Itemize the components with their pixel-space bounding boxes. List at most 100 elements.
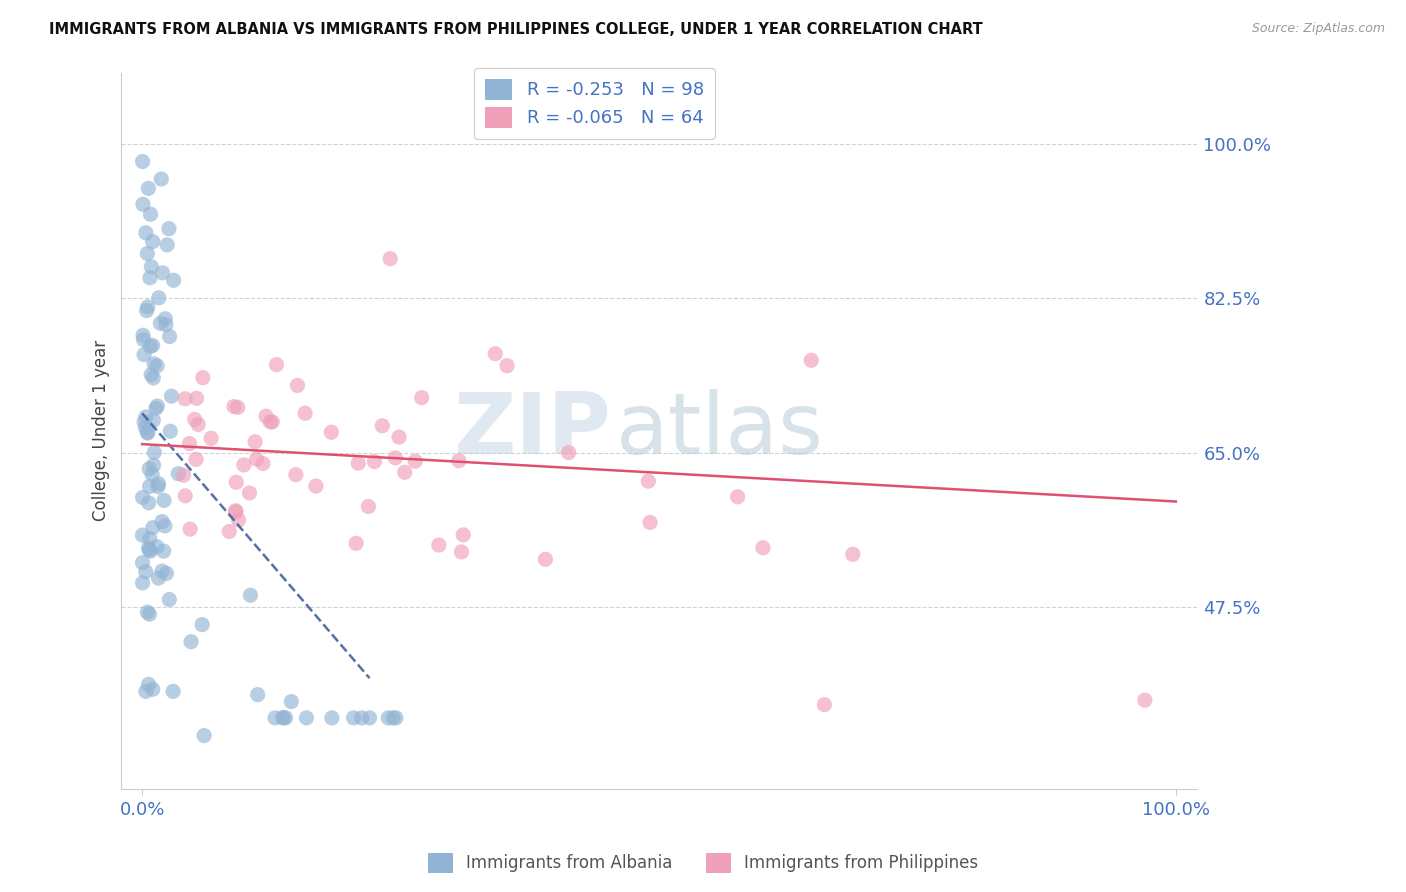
Point — [138, 607, 160, 622]
Point — [141, 368, 163, 382]
Point — [160, 389, 183, 403]
Text: IMMIGRANTS FROM ALBANIA VS IMMIGRANTS FROM PHILIPPINES COLLEGE, UNDER 1 YEAR COR: IMMIGRANTS FROM ALBANIA VS IMMIGRANTS FR… — [49, 22, 983, 37]
Point — [1133, 693, 1156, 707]
Point — [136, 425, 159, 439]
Point — [152, 544, 174, 558]
Point — [142, 682, 165, 697]
Point — [146, 480, 169, 494]
Point — [357, 500, 380, 514]
Point — [363, 454, 385, 468]
Point — [150, 172, 173, 186]
Point — [139, 270, 162, 285]
Point — [131, 575, 153, 590]
Point — [131, 491, 153, 505]
Point — [451, 528, 474, 542]
Point — [138, 479, 160, 493]
Point — [450, 545, 472, 559]
Point — [146, 359, 169, 373]
Point — [153, 493, 176, 508]
Point — [347, 456, 370, 470]
Point — [131, 154, 153, 169]
Point — [273, 710, 295, 724]
Point — [138, 677, 160, 691]
Point — [252, 457, 274, 471]
Point — [638, 516, 661, 530]
Point — [284, 467, 307, 482]
Point — [138, 496, 160, 510]
Point — [184, 452, 207, 467]
Point — [142, 521, 165, 535]
Point — [271, 711, 294, 725]
Point — [156, 238, 179, 252]
Point — [388, 430, 411, 444]
Point — [239, 588, 262, 602]
Point — [143, 445, 166, 459]
Point — [187, 417, 209, 432]
Point — [138, 541, 160, 555]
Point — [141, 467, 163, 482]
Point — [295, 711, 318, 725]
Text: ZIP: ZIP — [453, 390, 610, 473]
Point — [155, 311, 177, 326]
Point — [246, 688, 269, 702]
Point — [534, 552, 557, 566]
Point — [427, 538, 450, 552]
Point — [131, 556, 153, 570]
Point — [842, 547, 865, 561]
Point — [132, 197, 155, 211]
Point — [813, 698, 835, 712]
Point — [149, 316, 172, 330]
Point — [145, 401, 167, 416]
Point — [146, 399, 169, 413]
Y-axis label: College, Under 1 year: College, Under 1 year — [93, 341, 110, 522]
Text: Source: ZipAtlas.com: Source: ZipAtlas.com — [1251, 22, 1385, 36]
Point — [752, 541, 775, 555]
Point — [305, 479, 328, 493]
Point — [146, 540, 169, 554]
Point — [135, 409, 157, 424]
Point — [142, 458, 165, 473]
Point — [148, 291, 170, 305]
Point — [150, 515, 173, 529]
Point — [394, 465, 416, 479]
Point — [138, 462, 160, 476]
Point — [159, 424, 181, 438]
Point — [142, 371, 165, 385]
Point — [139, 207, 162, 221]
Point — [262, 415, 284, 429]
Point — [148, 476, 170, 491]
Point — [232, 458, 254, 472]
Point — [226, 401, 249, 415]
Point — [225, 504, 247, 518]
Point — [135, 303, 157, 318]
Point — [359, 711, 381, 725]
Point — [191, 370, 214, 384]
Point — [411, 391, 433, 405]
Point — [218, 524, 240, 539]
Point — [132, 348, 155, 362]
Point — [155, 566, 177, 581]
Point — [245, 452, 267, 467]
Point — [131, 528, 153, 542]
Point — [134, 415, 156, 429]
Point — [496, 359, 519, 373]
Point — [148, 571, 170, 585]
Legend: R = -0.253   N = 98, R = -0.065   N = 64: R = -0.253 N = 98, R = -0.065 N = 64 — [474, 68, 714, 138]
Point — [172, 468, 194, 483]
Point — [174, 489, 197, 503]
Point — [800, 353, 823, 368]
Point — [136, 246, 159, 260]
Point — [238, 486, 260, 500]
Point — [193, 729, 215, 743]
Point — [167, 467, 190, 481]
Point — [139, 339, 162, 353]
Point — [138, 181, 160, 195]
Point — [377, 711, 399, 725]
Point — [404, 454, 426, 468]
Point — [557, 445, 579, 459]
Point — [150, 564, 173, 578]
Point — [136, 605, 159, 619]
Point — [200, 431, 222, 445]
Point — [186, 391, 208, 405]
Point — [222, 400, 245, 414]
